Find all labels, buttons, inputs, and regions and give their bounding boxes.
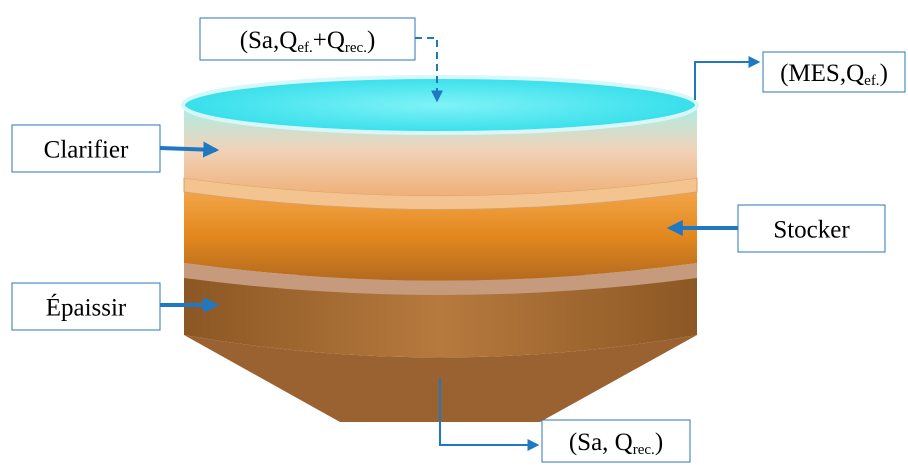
- label-text: Clarifier: [44, 137, 129, 164]
- text-part: (Sa,Q: [240, 27, 298, 54]
- text-part: Épaissir: [46, 294, 127, 322]
- label-text: (MES,Qef.): [780, 60, 888, 89]
- thicken-label: Épaissir: [11, 282, 161, 331]
- underflow-arrow: [439, 378, 540, 451]
- band: [184, 263, 697, 295]
- label-text: Épaissir: [46, 294, 127, 322]
- label-text: (Sa,Qef.+Qrec.): [240, 27, 376, 56]
- label-box: [541, 419, 691, 463]
- inflow-arrow: [415, 37, 443, 103]
- text-part: ): [880, 60, 888, 87]
- thicken-layer: [184, 275, 697, 358]
- arrows: [159, 37, 761, 451]
- label-box: [737, 204, 886, 253]
- tank: [181, 75, 699, 422]
- water-surface: [181, 75, 699, 135]
- text-part: ): [655, 429, 663, 456]
- effluent-arrow: [694, 56, 761, 100]
- store-layer: [184, 190, 697, 281]
- clarify-label: Clarifier: [11, 124, 161, 173]
- subscript: rec.: [633, 442, 655, 458]
- text-part: (MES,Q: [780, 60, 864, 87]
- text-part: Stocker: [773, 217, 850, 244]
- effluent-label: (MES,Qef.): [762, 51, 906, 93]
- clarify-arrow: [159, 141, 220, 158]
- underflow-label: (Sa, Qrec.): [541, 419, 691, 463]
- label-box: [762, 51, 906, 93]
- text-part: +Q: [313, 27, 345, 54]
- store-label: Stocker: [737, 204, 886, 253]
- label-box: [11, 124, 161, 173]
- text-part: ): [367, 27, 375, 54]
- inflow-label: (Sa,Qef.+Qrec.): [199, 17, 416, 61]
- text-part: (Sa, Q: [569, 429, 633, 456]
- subscript: ef.: [864, 73, 879, 89]
- subscript: ef.: [297, 40, 312, 56]
- subscript: rec.: [345, 40, 367, 56]
- label-text: Stocker: [773, 217, 850, 244]
- text-part: Clarifier: [44, 137, 129, 164]
- label-box: [199, 17, 416, 61]
- label-box: [11, 282, 161, 331]
- label-text: (Sa, Qrec.): [569, 429, 663, 458]
